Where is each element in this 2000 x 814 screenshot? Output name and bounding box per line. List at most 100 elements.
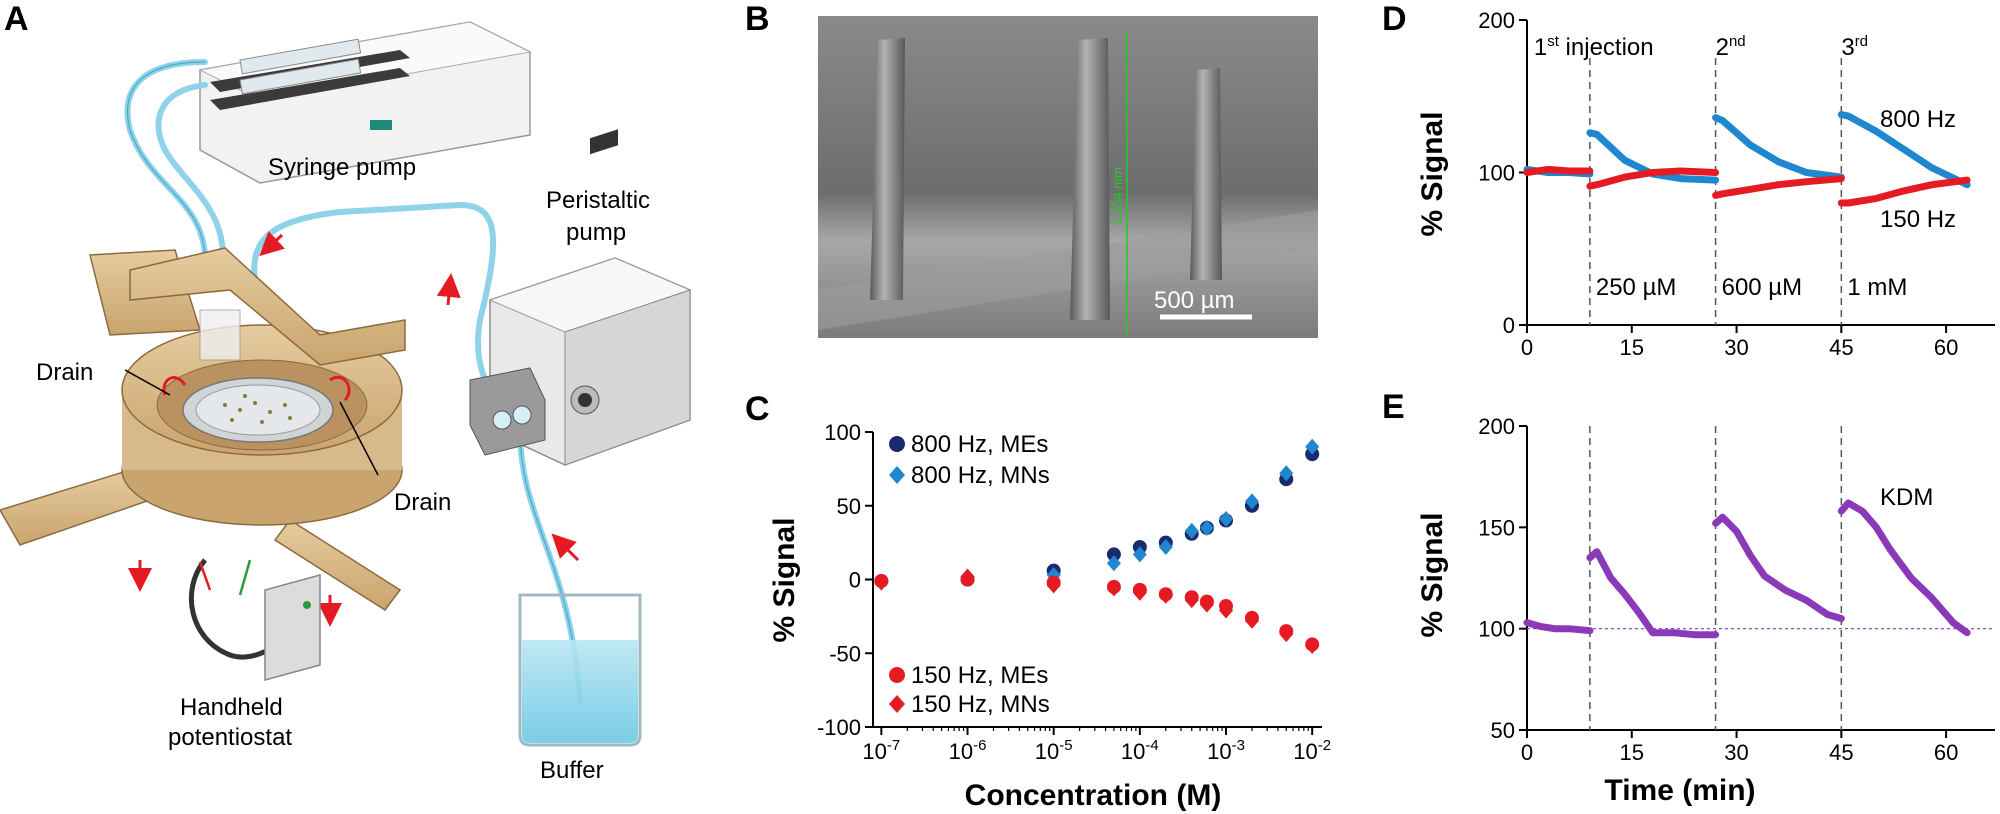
y-tick-label: -50	[829, 641, 861, 666]
series-line	[1523, 619, 1594, 635]
legend-label: 150 Hz, MEs	[911, 662, 1048, 689]
x-tick-label: 10-6	[949, 737, 987, 764]
data-point	[1184, 592, 1199, 609]
panel-letter-e: E	[1382, 388, 1405, 426]
chart-c: -100 -50 0 50 100 10-7 10-6 10-5 10-4 10-3 10-2 800…	[817, 420, 1331, 764]
chart-c-ylabel: % Signal	[768, 517, 801, 642]
data-point	[1305, 637, 1320, 654]
panel-c: C % Signal Concentration (M) -100 -50 0 50 1…	[745, 390, 1331, 812]
potentiostat-label-line1: Handheld	[180, 694, 283, 721]
chart-d: 0 100 200 0 15 30 45 60 1st injection 2nd 3rd 250 µ…	[1478, 8, 1995, 360]
series-line	[1712, 114, 1845, 181]
panel-a: A Syringe pump	[0, 0, 692, 784]
concentration-label: 1 mM	[1847, 274, 1907, 301]
legend-marker	[889, 695, 905, 713]
panel-letter-c: C	[745, 390, 770, 428]
series-label: 800 Hz	[1880, 106, 1956, 133]
potentiostat-illustration	[188, 558, 321, 681]
panel-b: B 2.254 mm 500 µm	[745, 0, 1318, 338]
injection-label: 1st injection	[1534, 33, 1654, 61]
beaker-illustration	[518, 593, 642, 747]
y-tick-label: 50	[837, 494, 861, 519]
x-tick-label: 15	[1620, 335, 1644, 360]
concentration-label: 250 µM	[1596, 274, 1677, 301]
data-point	[1158, 539, 1173, 556]
data-point	[1046, 577, 1061, 594]
data-point	[1199, 519, 1214, 536]
data-point	[874, 574, 889, 591]
concentration-label: 600 µM	[1722, 274, 1803, 301]
x-tick-label: 10-4	[1121, 737, 1159, 764]
data-point	[1244, 612, 1259, 629]
legend-label: 800 Hz, MEs	[911, 431, 1048, 458]
panel-letter-d: D	[1382, 0, 1407, 38]
x-tick-label: 0	[1521, 740, 1533, 765]
panel-d: D % Signal 0 100 200 0 15 30 45 60 1st injection…	[1382, 0, 1995, 360]
series-line	[1837, 499, 1971, 637]
data-point	[1106, 580, 1121, 597]
injection-label: 2nd	[1716, 33, 1746, 61]
series-line	[1586, 167, 1720, 190]
peristaltic-pump-illustration	[469, 129, 692, 466]
series-line	[1523, 165, 1594, 176]
panel-letter-a: A	[4, 0, 29, 38]
data-point	[1219, 511, 1234, 528]
data-point	[1106, 555, 1121, 572]
peristaltic-pump-label-line1: Peristaltic	[546, 187, 650, 214]
y-tick-label: 100	[1478, 161, 1515, 186]
data-point	[960, 568, 975, 585]
x-tick-label: 15	[1620, 740, 1644, 765]
drain-right-label: Drain	[394, 489, 451, 516]
series-line	[1837, 111, 1971, 189]
y-tick-label: 200	[1478, 414, 1515, 439]
y-tick-label: -100	[817, 715, 861, 740]
data-point	[1184, 522, 1199, 539]
chart-e-ylabel: % Signal	[1416, 512, 1449, 637]
x-tick-label: 30	[1724, 740, 1748, 765]
sem-micrograph: 2.254 mm 500 µm	[818, 16, 1318, 338]
legend-label: 150 Hz, MNs	[911, 691, 1050, 718]
x-tick-label: 10-7	[862, 737, 900, 764]
series-line	[1837, 176, 1971, 207]
chart-e: 50 100 150 200 0 15 30 45 60 KDM	[1478, 414, 1995, 765]
x-tick-label: 60	[1934, 740, 1958, 765]
data-point	[1279, 465, 1294, 482]
chart-e-xlabel: Time (min)	[1604, 774, 1755, 807]
y-tick-label: 200	[1478, 8, 1515, 33]
data-point	[1244, 493, 1259, 510]
data-point	[1279, 626, 1294, 643]
data-point	[1305, 438, 1320, 455]
flow-arrows	[128, 231, 580, 627]
peristaltic-pump-label-line2: pump	[566, 219, 626, 246]
x-tick-label: 10-3	[1207, 737, 1245, 764]
data-point	[1219, 602, 1234, 619]
series-line	[1712, 175, 1845, 199]
panel-letter-b: B	[745, 0, 770, 38]
x-tick-label: 0	[1521, 335, 1533, 360]
x-tick-label: 10-5	[1035, 737, 1073, 764]
series-line	[1586, 129, 1720, 184]
chart-c-xlabel: Concentration (M)	[965, 779, 1222, 812]
x-tick-label: 60	[1934, 335, 1958, 360]
series-label: KDM	[1880, 484, 1933, 511]
y-tick-label: 0	[849, 568, 861, 593]
y-tick-label: 0	[1503, 313, 1515, 338]
syringe-pump-label: Syringe pump	[268, 154, 416, 181]
y-tick-label: 100	[824, 420, 861, 445]
series-label: 150 Hz	[1880, 206, 1956, 233]
potentiostat-label-line2: potentiostat	[168, 724, 292, 751]
data-point	[1158, 587, 1173, 604]
legend-marker	[889, 466, 905, 484]
x-tick-label: 10-2	[1293, 737, 1331, 764]
y-tick-label: 100	[1478, 617, 1515, 642]
x-tick-label: 45	[1829, 335, 1853, 360]
y-tick-label: 150	[1478, 515, 1515, 540]
y-tick-label: 50	[1491, 718, 1515, 743]
data-point	[1132, 546, 1147, 563]
series-line	[1586, 548, 1720, 639]
measure-label: 2.254 mm	[1110, 167, 1125, 225]
legend-label: 800 Hz, MNs	[911, 462, 1050, 489]
x-tick-label: 45	[1829, 740, 1853, 765]
chart-d-ylabel: % Signal	[1416, 111, 1449, 236]
